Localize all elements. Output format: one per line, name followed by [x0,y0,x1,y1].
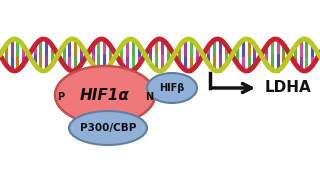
Ellipse shape [147,73,197,103]
Text: LDHA: LDHA [265,80,312,96]
Text: N: N [145,92,153,102]
Text: HIFβ: HIFβ [159,83,185,93]
Ellipse shape [69,111,147,145]
Ellipse shape [55,66,155,124]
Text: P300/CBP: P300/CBP [80,123,136,133]
Text: HIF1α: HIF1α [80,87,130,102]
Text: P: P [57,92,65,102]
